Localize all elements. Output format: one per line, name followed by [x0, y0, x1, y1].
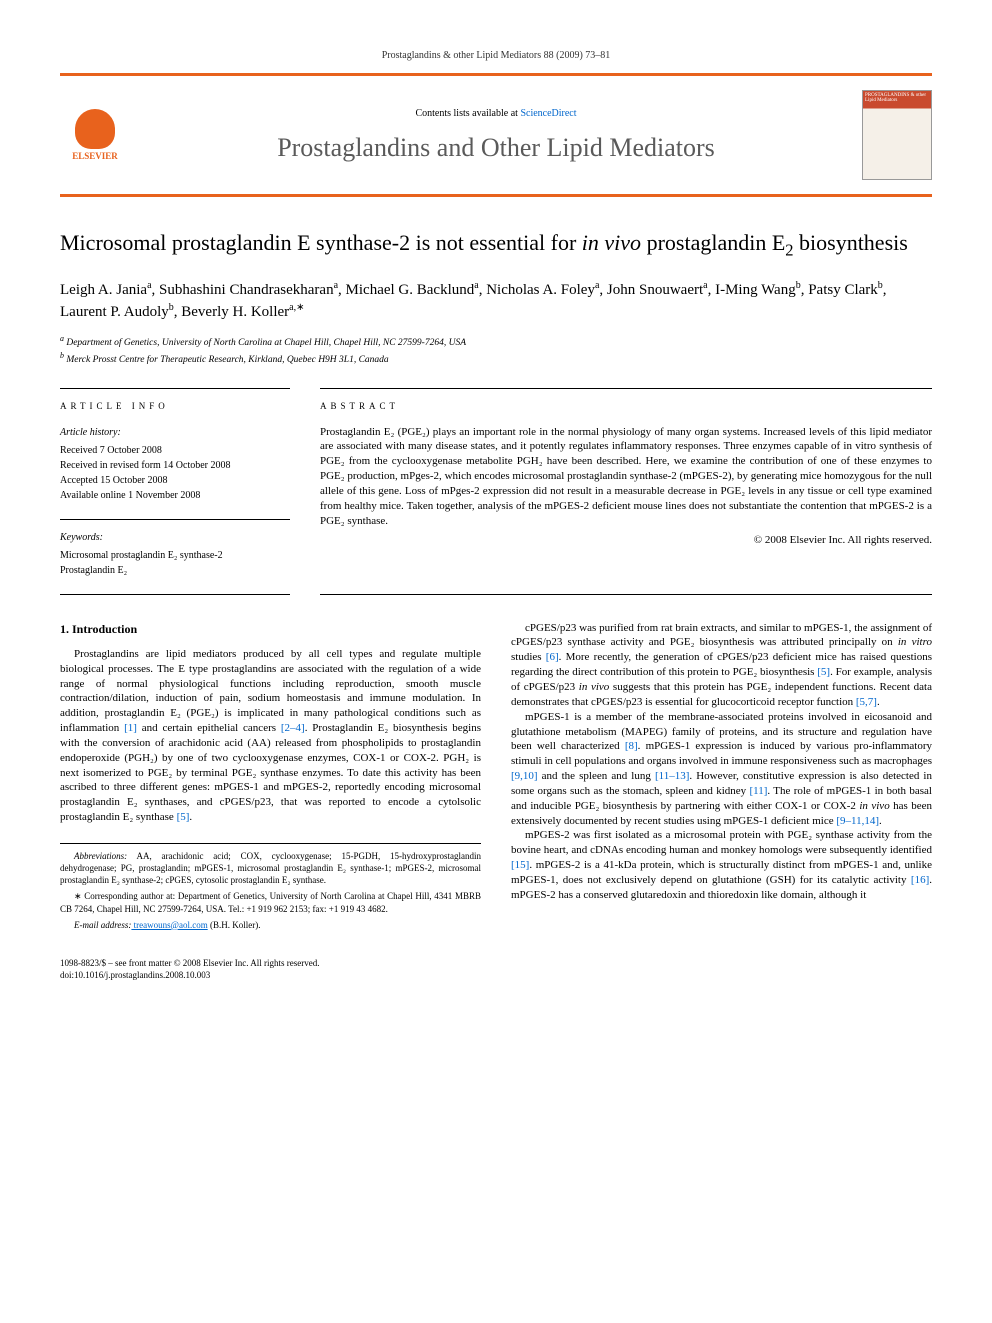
citation-ref[interactable]: [11]: [749, 785, 767, 797]
affiliation-line: b Merck Prosst Centre for Therapeutic Re…: [60, 350, 932, 367]
body-column-right: cPGES/p23 was purified from rat brain ex…: [511, 621, 932, 935]
article-history-block: Article history: Received 7 October 2008…: [60, 425, 290, 503]
body-paragraph: cPGES/p23 was purified from rat brain ex…: [511, 621, 932, 710]
title-text-post: prostaglandin E: [641, 230, 785, 255]
affiliation-line: a Department of Genetics, University of …: [60, 333, 932, 350]
body-column-left: 1. Introduction Prostaglandins are lipid…: [60, 621, 481, 935]
keywords-label: Keywords:: [60, 530, 290, 545]
citation-ref[interactable]: [2–4]: [281, 722, 305, 734]
citation-ref[interactable]: [5,7]: [856, 696, 877, 708]
title-italic: in vivo: [582, 230, 641, 255]
history-line: Accepted 15 October 2008: [60, 473, 290, 488]
body-paragraph: mPGES-1 is a member of the membrane-asso…: [511, 710, 932, 829]
header-center: Contents lists available at ScienceDirec…: [148, 108, 844, 163]
affiliations: a Department of Genetics, University of …: [60, 333, 932, 368]
journal-cover-thumbnail: PROSTAGLANDINS & other Lipid Mediators: [862, 90, 932, 180]
footnote-email: E-mail address: treawouns@aol.com (B.H. …: [60, 919, 481, 931]
title-text-pre: Microsomal prostaglandin E synthase-2 is…: [60, 230, 582, 255]
email-tail: (B.H. Koller).: [208, 920, 261, 930]
citation-ref[interactable]: [11–13]: [655, 770, 689, 782]
abstract-text: Prostaglandin E₂ (PGE₂) plays an importa…: [320, 425, 932, 548]
citation-ref[interactable]: [16]: [911, 874, 929, 886]
body-paragraph: mPGES-2 was first isolated as a microsom…: [511, 828, 932, 902]
publisher-name: ELSEVIER: [72, 151, 118, 161]
journal-reference: Prostaglandins & other Lipid Mediators 8…: [60, 50, 932, 61]
info-abstract-row: article info Article history: Received 7…: [60, 388, 932, 594]
title-tail: biosynthesis: [794, 230, 908, 255]
history-line: Available online 1 November 2008: [60, 488, 290, 503]
citation-ref[interactable]: [5]: [177, 811, 190, 823]
page: Prostaglandins & other Lipid Mediators 8…: [0, 0, 992, 1032]
article-info-heading: article info: [60, 401, 290, 411]
history-line: Received 7 October 2008: [60, 443, 290, 458]
publisher-logo: ELSEVIER: [60, 95, 130, 175]
footnotes-block: Abbreviations: AA, arachidonic acid; COX…: [60, 843, 481, 931]
citation-ref[interactable]: [6]: [546, 651, 559, 663]
author-list: Leigh A. Janiaa, Subhashini Chandrasekha…: [60, 279, 932, 323]
citation-ref[interactable]: [9,10]: [511, 770, 538, 782]
section-heading-intro: 1. Introduction: [60, 621, 481, 637]
abstract-copyright: © 2008 Elsevier Inc. All rights reserved…: [320, 533, 932, 548]
elsevier-tree-icon: [75, 109, 115, 149]
article-title: Microsomal prostaglandin E synthase-2 is…: [60, 229, 932, 261]
sciencedirect-link[interactable]: ScienceDirect: [520, 108, 576, 119]
email-link[interactable]: treawouns@aol.com: [131, 920, 207, 930]
citation-ref[interactable]: [15]: [511, 859, 529, 871]
article-info-column: article info Article history: Received 7…: [60, 388, 290, 594]
citation-ref[interactable]: [5]: [817, 666, 830, 678]
corr-label: ∗ Corresponding author at:: [74, 891, 175, 901]
journal-header: ELSEVIER Contents lists available at Sci…: [60, 73, 932, 197]
footer-copyright: 1098-8823/$ – see front matter © 2008 El…: [60, 957, 932, 970]
footer-doi: doi:10.1016/j.prostaglandins.2008.10.003: [60, 969, 932, 982]
info-divider: [60, 519, 290, 520]
keywords-block: Keywords: Microsomal prostaglandin E₂ sy…: [60, 530, 290, 578]
footnote-corresponding: ∗ Corresponding author at: Department of…: [60, 890, 481, 914]
info-bottom-divider: [60, 594, 290, 595]
abstract-bottom-divider: [320, 594, 932, 595]
citation-ref[interactable]: [9–11,14]: [836, 815, 879, 827]
title-subscript: 2: [785, 240, 793, 259]
body-paragraph: Prostaglandins are lipid mediators produ…: [60, 647, 481, 825]
history-line: Received in revised form 14 October 2008: [60, 458, 290, 473]
email-label: E-mail address:: [74, 920, 131, 930]
abstract-heading: abstract: [320, 401, 932, 411]
body-columns: 1. Introduction Prostaglandins are lipid…: [60, 621, 932, 935]
contents-available-line: Contents lists available at ScienceDirec…: [148, 108, 844, 119]
abbrev-label: Abbreviations:: [74, 851, 127, 861]
citation-ref[interactable]: [1]: [124, 722, 137, 734]
keyword-line: Prostaglandin E₂: [60, 563, 290, 578]
citation-ref[interactable]: [8]: [625, 740, 638, 752]
footer: 1098-8823/$ – see front matter © 2008 El…: [60, 957, 932, 982]
footnote-abbreviations: Abbreviations: AA, arachidonic acid; COX…: [60, 850, 481, 886]
history-label: Article history:: [60, 425, 290, 440]
cover-title-text: PROSTAGLANDINS & other Lipid Mediators: [865, 93, 929, 103]
abstract-body: Prostaglandin E₂ (PGE₂) plays an importa…: [320, 426, 932, 527]
keyword-line: Microsomal prostaglandin E₂ synthase-2: [60, 548, 290, 563]
contents-prefix: Contents lists available at: [415, 108, 520, 119]
abstract-column: abstract Prostaglandin E₂ (PGE₂) plays a…: [320, 388, 932, 594]
journal-name: Prostaglandins and Other Lipid Mediators: [148, 133, 844, 163]
